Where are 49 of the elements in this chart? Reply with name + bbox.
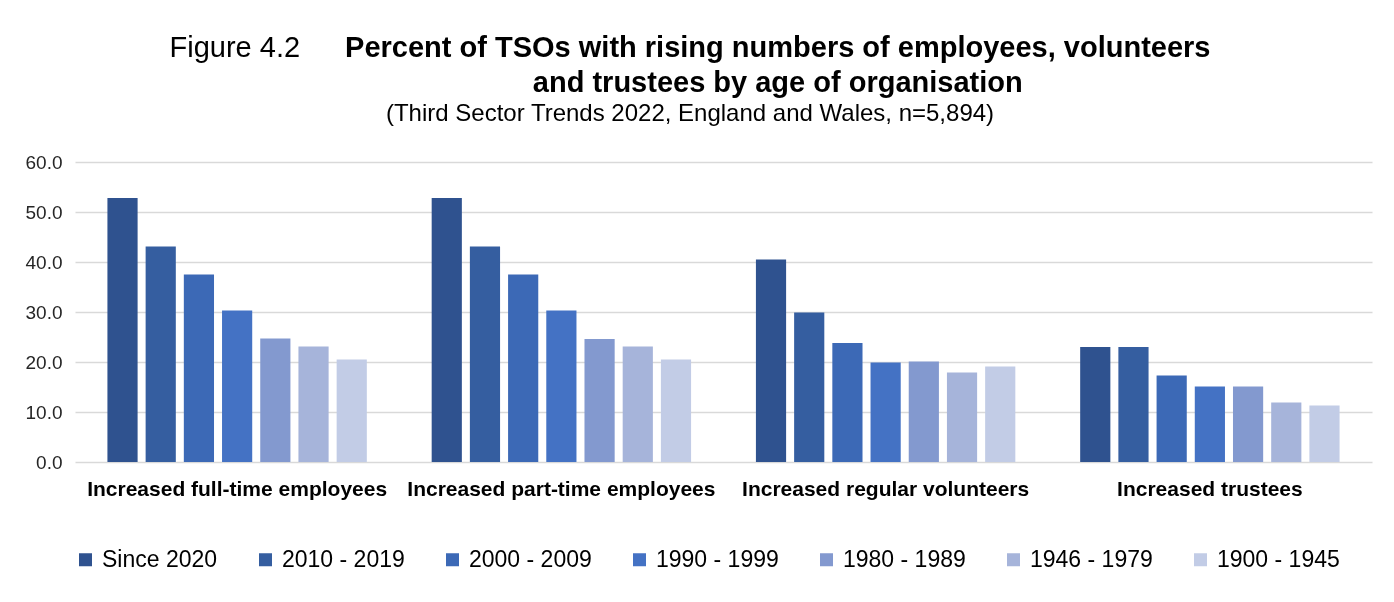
legend-label: 1946 - 1979: [1030, 545, 1153, 572]
y-tick-label: 0.0: [36, 451, 63, 473]
x-tick-label: Increased trustees: [1117, 476, 1303, 500]
bar: [1271, 402, 1302, 462]
y-tick-label: 50.0: [25, 201, 63, 223]
chart-subtitle: (Third Sector Trends 2022, England and Wales, n=5,894): [385, 98, 995, 126]
x-tick-label: Increased regular volunteers: [742, 476, 1030, 500]
bar: [1156, 375, 1187, 462]
bar: [1194, 386, 1225, 462]
y-tick-label: 60.0: [25, 151, 63, 173]
bar: [183, 274, 215, 462]
legend-label: 2010 - 2019: [282, 545, 405, 572]
bar: [431, 198, 462, 462]
legend-label: 1990 - 1999: [656, 545, 779, 572]
legend-label: 1980 - 1989: [843, 545, 966, 572]
caption: Figure 4.2: [169, 31, 301, 63]
bar: [298, 346, 329, 462]
bar: [584, 339, 615, 462]
bar: [508, 274, 539, 462]
bar: [1232, 386, 1264, 462]
bar: [469, 246, 501, 462]
y-tick-label: 30.0: [25, 301, 63, 323]
legend-label: 2000 - 2009: [469, 545, 592, 572]
bar: [222, 310, 253, 462]
bar: [145, 246, 176, 462]
bar: [870, 362, 901, 462]
bar: [755, 259, 787, 462]
chart-title: Percent of TSOs with rising numbers of employees, volunteers and trustees by age of organisation: [345, 31, 1211, 98]
legend-label: 1900 - 1945: [1217, 545, 1340, 572]
y-tick-label: 40.0: [25, 251, 63, 273]
bar: [794, 312, 825, 462]
bar: [1118, 347, 1149, 462]
bar: [985, 366, 1016, 462]
bar: [1309, 405, 1340, 462]
bar: [1080, 347, 1111, 462]
x-tick-label: Increased full-time employees: [87, 476, 388, 500]
bar: [832, 343, 863, 462]
bar: [908, 361, 939, 462]
bar: [660, 359, 692, 462]
bar: [622, 346, 653, 462]
x-tick-label: Increased part-time employees: [407, 476, 716, 500]
bar: [107, 198, 138, 462]
bar: [546, 310, 577, 462]
bar: [336, 359, 367, 462]
legend-label: Since 2020: [102, 545, 218, 572]
bar: [946, 372, 978, 462]
y-tick-label: 20.0: [25, 351, 63, 373]
y-tick-label: 10.0: [25, 401, 63, 423]
bar: [260, 338, 291, 462]
